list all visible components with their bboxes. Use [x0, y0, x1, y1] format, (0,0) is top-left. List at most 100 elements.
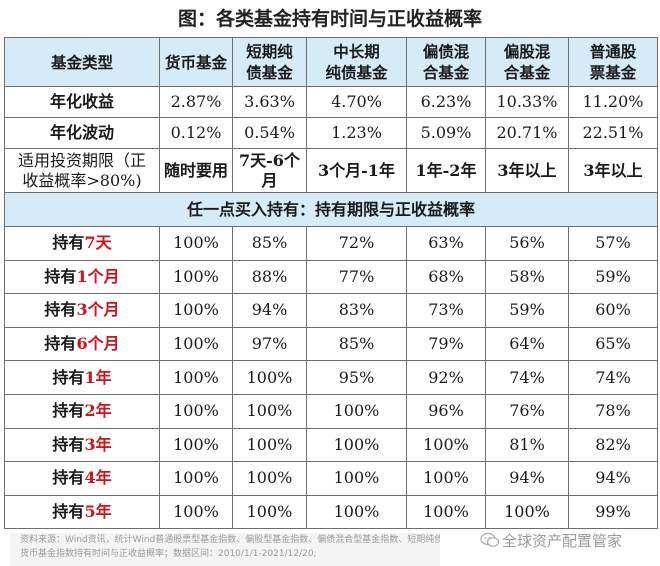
- header-row: 基金类型 货币基金 短期纯 债基金 中长期 纯债基金 偏债混 合基金 偏股混 合基金 普…: [4, 37, 658, 87]
- cell: 76%: [485, 393, 569, 429]
- watermark: 全球资产配置管家: [480, 528, 622, 552]
- cell: 100%: [232, 360, 307, 395]
- cell: 100%: [159, 427, 233, 463]
- holding-row: 持有1个月 100% 88% 77% 68% 58% 59%: [4, 259, 658, 295]
- cell: 88%: [232, 259, 307, 295]
- cell: 3年以上: [485, 148, 569, 193]
- cell: 100%: [306, 461, 407, 496]
- cell: 100%: [159, 393, 233, 429]
- cell: 11.20%: [568, 86, 658, 118]
- cell: 74%: [568, 360, 658, 395]
- cell: 7天-6个月: [232, 148, 307, 193]
- cell: 64%: [485, 326, 569, 362]
- holding-row: 持有5年 100% 100% 100% 100% 100% 99%: [4, 494, 658, 530]
- cell: 4.70%: [306, 86, 407, 118]
- cell: 99%: [568, 494, 658, 530]
- cell: 79%: [406, 326, 486, 362]
- cell: 68%: [406, 259, 486, 295]
- footnote-line-1: 资料来源：Wind资讯，统计Wind普通股票型基金指数、偏股型基金指数、偏债混合…: [20, 535, 440, 545]
- cell: 0.54%: [232, 117, 307, 149]
- cell: 73%: [406, 293, 486, 328]
- holding-row: 持有6个月 100% 97% 85% 79% 64% 65%: [4, 326, 658, 362]
- cell: 100%: [306, 494, 407, 530]
- cell: 95%: [306, 360, 407, 395]
- header-col-short-bond: 短期纯 债基金: [232, 37, 307, 87]
- row-label: 年化波动: [4, 117, 160, 149]
- row-label: 持有2年: [4, 393, 160, 429]
- cell: 65%: [568, 326, 658, 362]
- page-title: 图：各类基金持有时间与正收益概率: [177, 8, 482, 30]
- annual-return-row: 年化收益 2.87% 3.63% 4.70% 6.23% 10.33% 11.2…: [4, 86, 658, 118]
- holding-row: 持有2年 100% 100% 100% 96% 76% 78%: [4, 393, 658, 429]
- footnote-line-2: 货币基金指数持有时间与正收益概率；数据区间：2010/1/1-2021/12/2…: [20, 549, 317, 559]
- row-label: 适用投资期限（正 收益概率>80%): [4, 148, 160, 193]
- cell: 59%: [485, 293, 569, 328]
- cell: 92%: [406, 360, 486, 395]
- cell: 85%: [306, 326, 407, 362]
- row-label: 持有5年: [4, 494, 160, 530]
- cell: 2.87%: [159, 86, 233, 118]
- cell: 100%: [159, 259, 233, 295]
- holding-row: 持有7天 100% 85% 72% 63% 56% 57%: [4, 226, 658, 261]
- cell: 57%: [568, 226, 658, 261]
- section-header-row: 任一点买入持有：持有期限与正收益概率: [4, 192, 658, 227]
- cell: 随时要用: [159, 148, 233, 193]
- cell: 100%: [232, 427, 307, 463]
- holding-row: 持有1年 100% 100% 95% 92% 74% 74%: [4, 360, 658, 395]
- cell: 74%: [485, 360, 569, 395]
- cell: 97%: [232, 326, 307, 362]
- cell: 100%: [406, 461, 486, 496]
- row-label: 持有3年: [4, 427, 160, 463]
- cell: 77%: [306, 259, 407, 295]
- section-title: 任一点买入持有：持有期限与正收益概率: [4, 192, 658, 227]
- header-col-money-fund: 货币基金: [159, 37, 233, 87]
- holding-row: 持有3年 100% 100% 100% 100% 81% 82%: [4, 427, 658, 463]
- cell: 1.23%: [306, 117, 407, 149]
- row-label: 持有6个月: [4, 326, 160, 362]
- row-label: 持有3个月: [4, 293, 160, 328]
- cell: 3个月-1年: [306, 148, 407, 193]
- cell: 100%: [159, 293, 233, 328]
- wechat-icon: [480, 532, 500, 548]
- cell: 100%: [159, 494, 233, 530]
- cell: 100%: [406, 494, 486, 530]
- row-label: 持有1个月: [4, 259, 160, 295]
- cell: 0.12%: [159, 117, 233, 149]
- cell: 94%: [568, 461, 658, 496]
- cell: 60%: [568, 293, 658, 328]
- cell: 10.33%: [485, 86, 569, 118]
- cell: 5.09%: [406, 117, 486, 149]
- cell: 3.63%: [232, 86, 307, 118]
- holding-row: 持有3个月 100% 94% 83% 73% 59% 60%: [4, 293, 658, 328]
- cell: 58%: [485, 259, 569, 295]
- row-label: 年化收益: [4, 86, 160, 118]
- watermark-text: 全球资产配置管家: [502, 531, 623, 550]
- cell: 82%: [568, 427, 658, 463]
- cell: 100%: [306, 427, 407, 463]
- cell: 85%: [232, 226, 307, 261]
- cell: 100%: [232, 393, 307, 429]
- holding-row: 持有4年 100% 100% 100% 100% 94% 94%: [4, 461, 658, 496]
- header-col-mid-long-bond: 中长期 纯债基金: [306, 37, 407, 87]
- cell: 100%: [406, 427, 486, 463]
- cell: 63%: [406, 226, 486, 261]
- cell: 94%: [232, 293, 307, 328]
- cell: 72%: [306, 226, 407, 261]
- cell: 96%: [406, 393, 486, 429]
- cell: 56%: [485, 226, 569, 261]
- cell: 1年-2年: [406, 148, 486, 193]
- annual-volatility-row: 年化波动 0.12% 0.54% 1.23% 5.09% 20.71% 22.5…: [4, 117, 658, 149]
- cell: 3年以上: [568, 148, 658, 193]
- row-label: 持有7天: [4, 226, 160, 261]
- cell: 100%: [159, 226, 233, 261]
- row-label: 持有1年: [4, 360, 160, 395]
- cell: 100%: [306, 393, 407, 429]
- cell: 59%: [568, 259, 658, 295]
- header-col-stock-fund: 普通股 票基金: [568, 37, 658, 87]
- cell: 100%: [159, 461, 233, 496]
- cell: 100%: [232, 494, 307, 530]
- header-col-bond-hybrid: 偏债混 合基金: [406, 37, 486, 87]
- row-label: 持有4年: [4, 461, 160, 496]
- investment-horizon-row: 适用投资期限（正 收益概率>80%) 随时要用 7天-6个月 3个月-1年 1年-…: [4, 148, 658, 193]
- cell: 22.51%: [568, 117, 658, 149]
